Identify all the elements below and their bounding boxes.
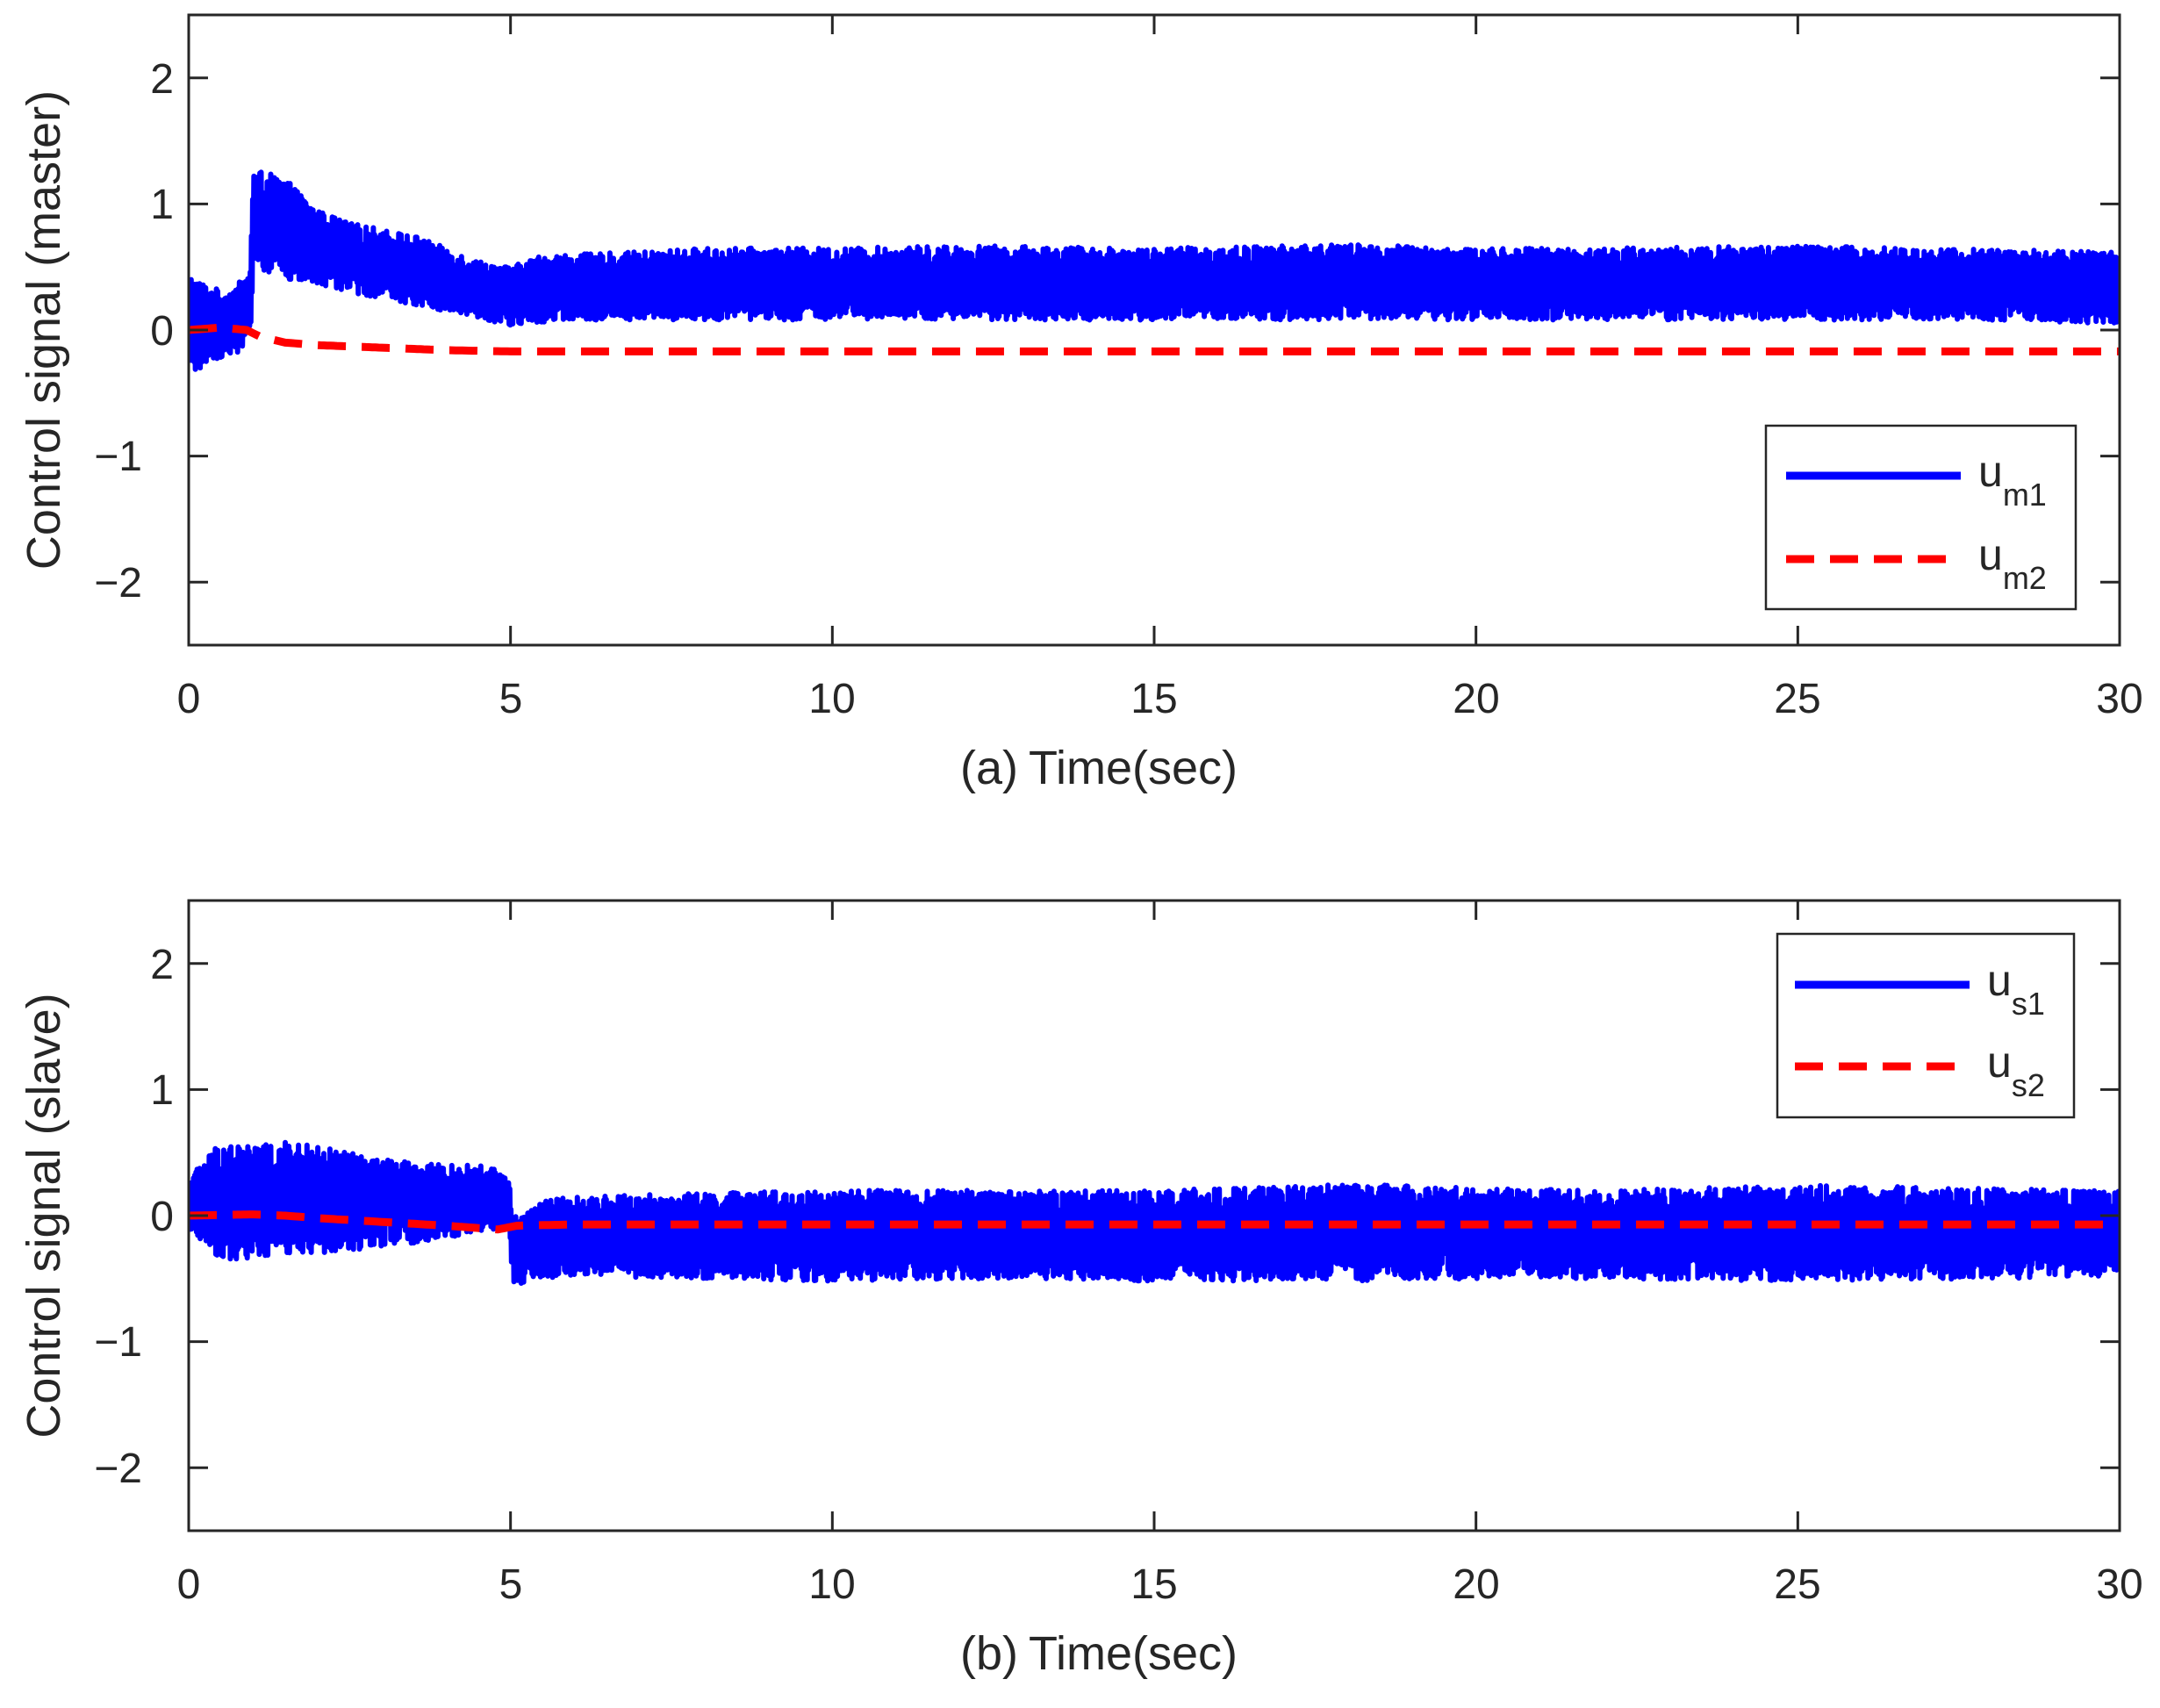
x-tick-label: 15 [1130, 1561, 1177, 1608]
y-tick-label: 0 [150, 1194, 174, 1240]
y-tick-labels-b: −2 −1 0 1 2 [94, 942, 174, 1492]
panel-a: −2 −1 0 1 2 0 5 10 15 20 25 30 (a) Time(… [18, 13, 2143, 794]
series-line-u-m2 [189, 323, 2120, 355]
legend-box [1764, 424, 2077, 611]
x-tick-label: 5 [499, 1561, 523, 1608]
x-tick-labels-a: 0 5 10 15 20 25 30 [177, 676, 2143, 722]
y-axis-label-b: Control signal (slave) [18, 993, 70, 1438]
x-tick-label: 10 [808, 1561, 855, 1608]
y-axis-label-a: Control signal (master) [18, 90, 70, 570]
x-tick-label: 30 [2096, 676, 2142, 722]
y-tick-label: 0 [150, 308, 174, 355]
y-tick-labels-a: −2 −1 0 1 2 [94, 56, 174, 606]
x-axis-label-b: Time(sec) [1029, 1627, 1238, 1680]
axes-box-b [187, 899, 2121, 1532]
data-layer-a [189, 169, 2120, 372]
x-tick-labels-b: 0 5 10 15 20 25 30 [177, 1561, 2143, 1608]
legend-label: um2 [1978, 530, 2047, 596]
legend-label: um1 [1978, 447, 2047, 513]
legend-b: us1 us2 [1776, 932, 2076, 1119]
y-tick-label: −1 [94, 434, 142, 480]
x-tick-label: 0 [177, 1561, 201, 1608]
x-tick-label: 25 [1774, 676, 1820, 722]
panel-b: −2 −1 0 1 2 0 5 10 15 20 25 30 (b) Time(… [18, 899, 2143, 1680]
x-tick-label: 20 [1453, 676, 1499, 722]
data-layer-b [189, 1139, 2120, 1286]
x-axis-label-a: Time(sec) [1029, 742, 1238, 794]
y-tick-label: 2 [150, 942, 174, 988]
panel-label-b: (b) [960, 1627, 1018, 1680]
x-tick-label: 5 [499, 676, 523, 722]
x-tick-label: 20 [1453, 1561, 1499, 1608]
x-tick-label: 0 [177, 676, 201, 722]
x-tick-label: 15 [1130, 676, 1177, 722]
y-tick-label: −2 [94, 560, 142, 606]
y-tick-label: 2 [150, 56, 174, 103]
y-tick-label: −2 [94, 1446, 142, 1492]
y-tick-label: −1 [94, 1319, 142, 1366]
legend-label: us2 [1987, 1037, 2045, 1103]
legend-label: us1 [1987, 956, 2045, 1022]
series-line-u-s2 [189, 1210, 2120, 1234]
panel-label-a: (a) [960, 742, 1018, 794]
x-tick-label: 25 [1774, 1561, 1820, 1608]
y-tick-label: 1 [150, 182, 174, 228]
legend-box [1776, 932, 2076, 1119]
y-tick-label: 1 [150, 1067, 174, 1114]
x-tick-label: 30 [2096, 1561, 2142, 1608]
x-tick-label: 10 [808, 676, 855, 722]
axes-box-a [187, 13, 2121, 647]
legend-a: um1 um2 [1764, 424, 2077, 611]
series-line-u-m1 [189, 169, 2120, 372]
